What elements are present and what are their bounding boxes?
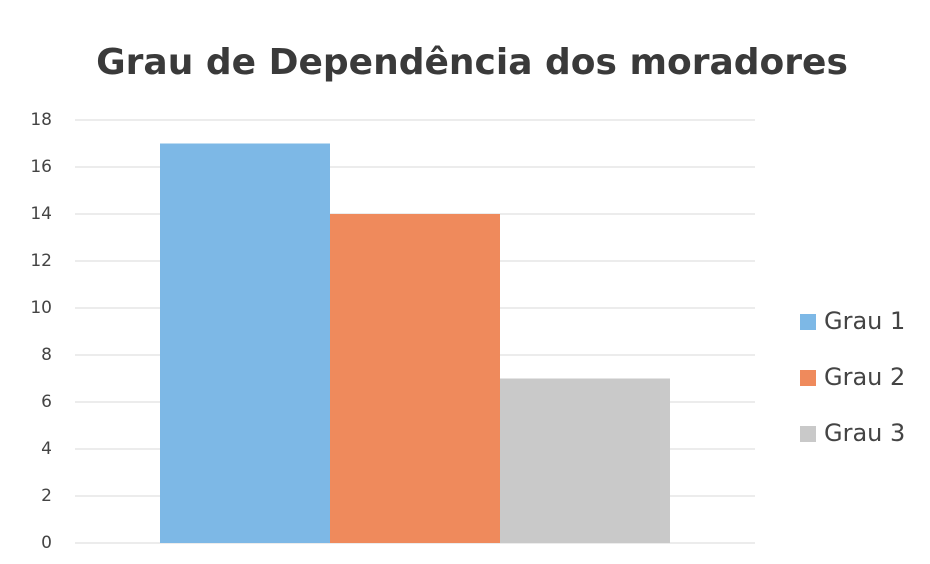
chart-title: Grau de Dependência dos moradores [96,42,848,83]
y-tick-label: 10 [30,298,52,318]
y-tick-label: 8 [41,345,52,365]
y-tick-label: 2 [41,486,52,506]
y-tick-label: 0 [41,533,52,553]
legend-swatch [800,370,816,386]
y-tick-label: 6 [41,392,52,412]
bar [160,143,330,543]
legend-label: Grau 3 [824,419,905,447]
bar [330,214,500,543]
y-tick-label: 14 [30,204,52,224]
legend-label: Grau 1 [824,307,905,335]
legend-swatch [800,426,816,442]
y-tick-label: 16 [30,157,52,177]
legend-label: Grau 2 [824,363,905,391]
y-tick-label: 12 [30,251,52,271]
y-tick-label: 18 [30,110,52,130]
y-tick-label: 4 [41,439,52,459]
legend-swatch [800,314,816,330]
bar [500,378,670,543]
